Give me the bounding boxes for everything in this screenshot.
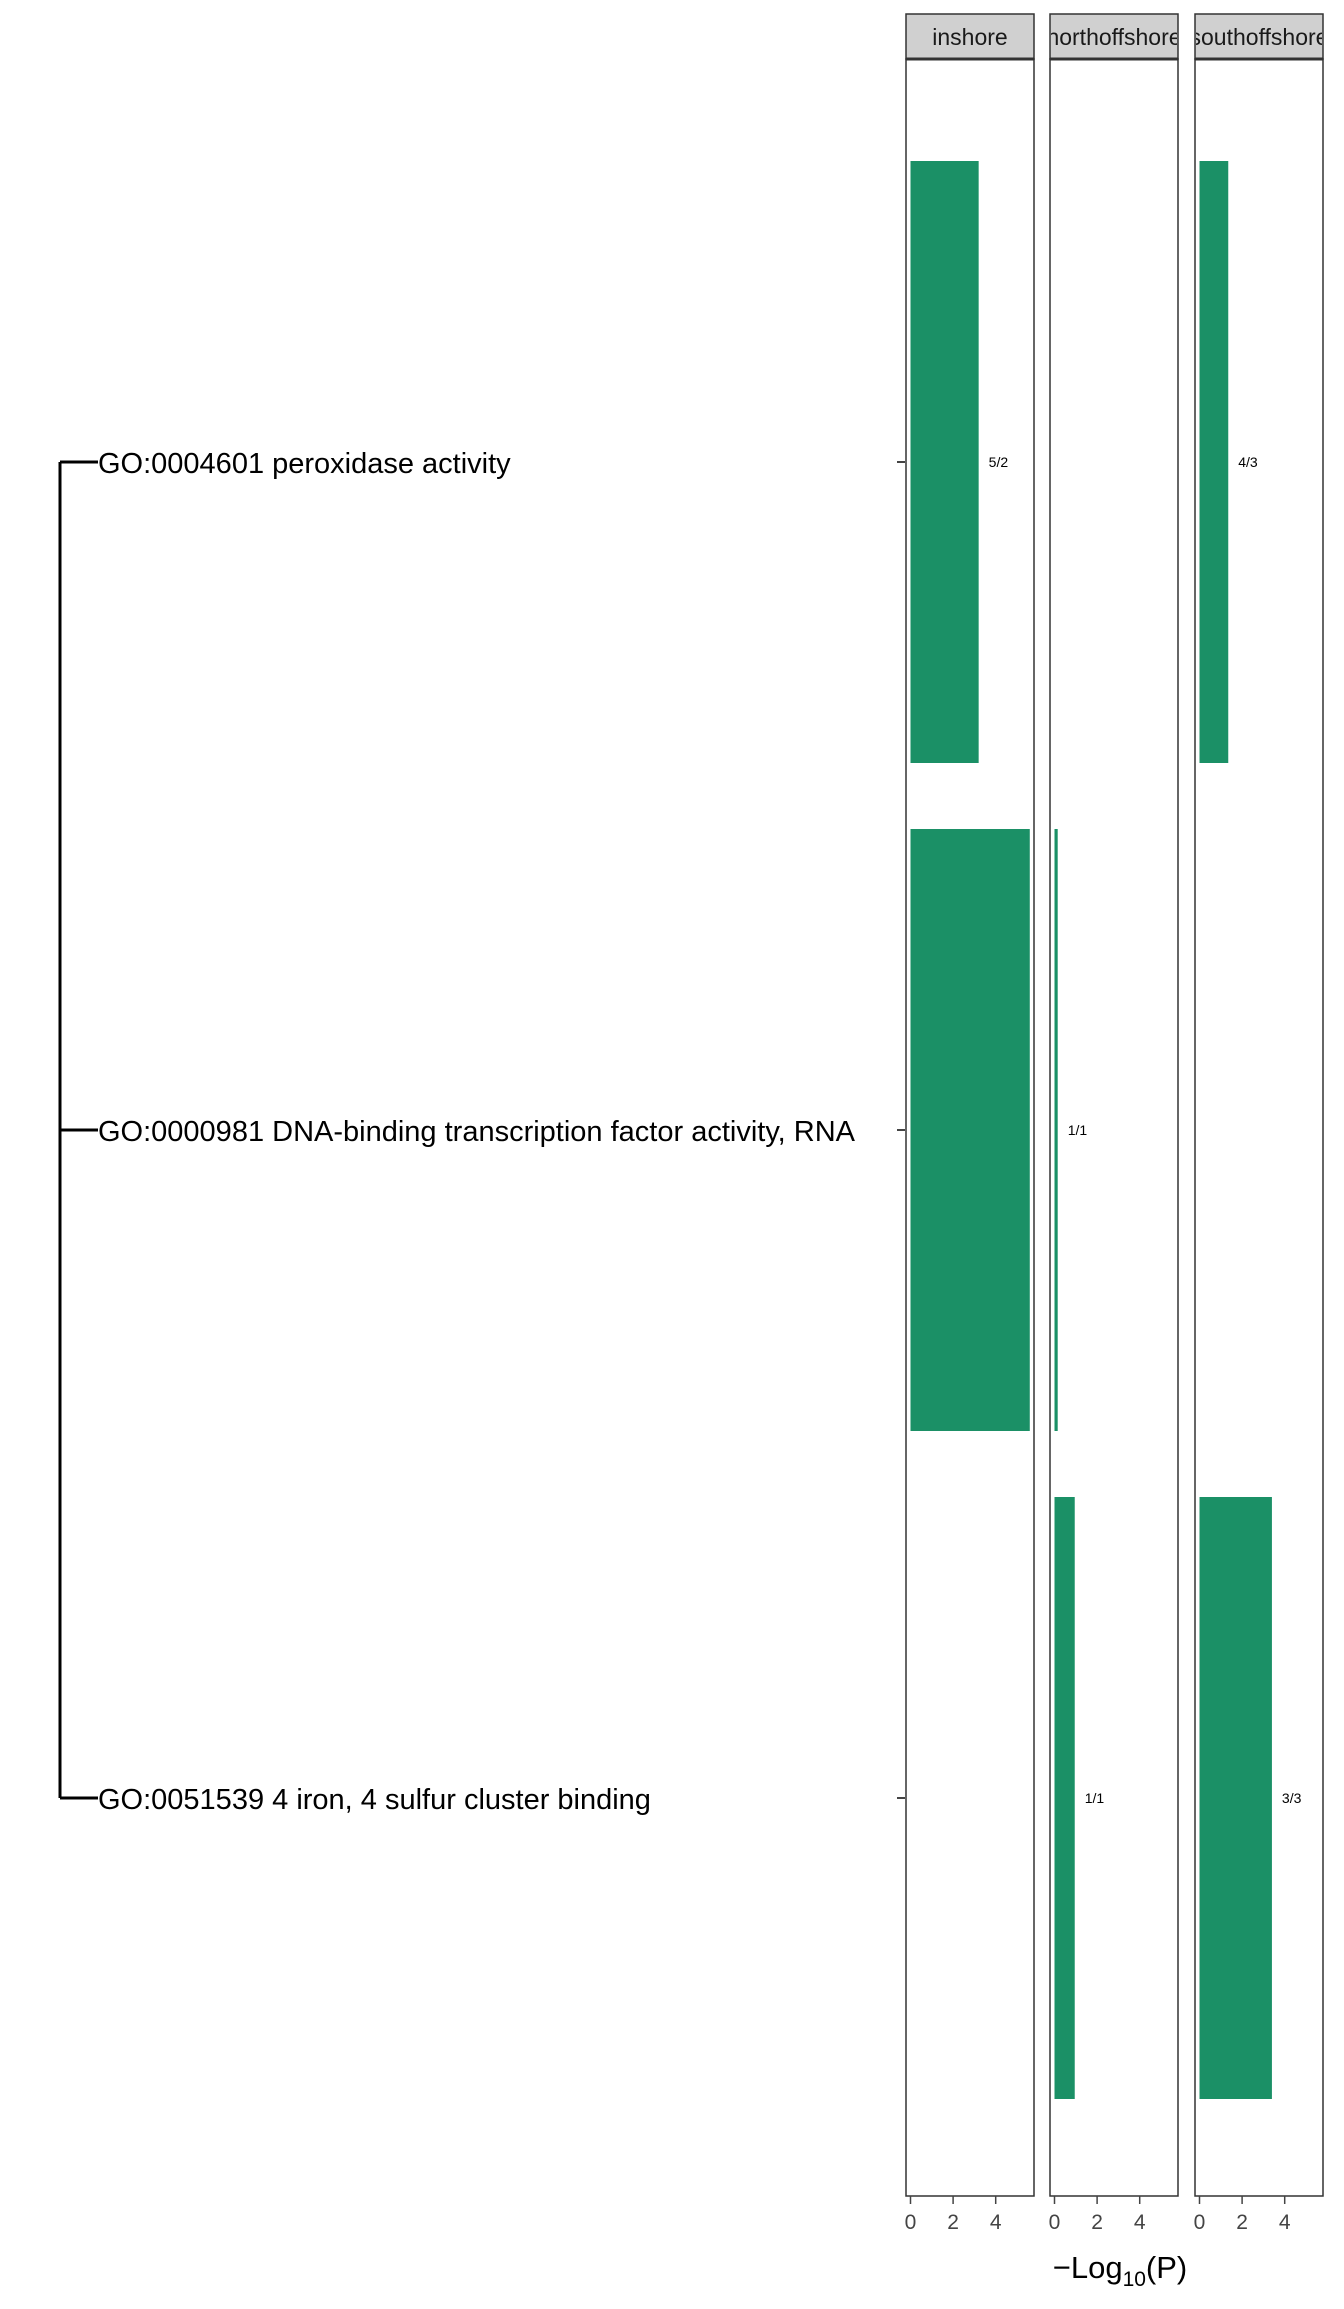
bar [1199, 161, 1229, 763]
category-label: GO:0000981 DNA-binding transcription fac… [98, 1116, 856, 1148]
x-tick-label: 2 [947, 2211, 959, 2234]
x-axis-label-subscript: 10 [1123, 2268, 1146, 2291]
x-axis-label-prefix: −Log [1053, 2250, 1123, 2285]
x-tick-label: 0 [1049, 2211, 1061, 2234]
x-tick-label: 0 [1194, 2211, 1206, 2234]
facet-strip [1049, 13, 1179, 60]
category-labels: GO:0004601 peroxidase activity GO:0000981… [98, 448, 905, 1816]
bar-label: 1/1 [1068, 1122, 1088, 1138]
facet-strip-label: southoffshore [1190, 24, 1329, 50]
x-tick-label: 2 [1236, 2211, 1248, 2234]
x-axis-label: −Log10(P) [1053, 2250, 1188, 2291]
x-tick-label: 4 [990, 2211, 1002, 2234]
category-label: GO:0051539 4 iron, 4 sulfur cluster bind… [98, 1784, 651, 1816]
facet-panel-northoffshore: northoffshore 1/1 1/1 0 2 4 [1046, 13, 1181, 2234]
bar [910, 161, 979, 763]
facet-panel-inshore: inshore 5/2 0 2 4 [905, 13, 1035, 2234]
bar-label: 4/3 [1238, 454, 1258, 470]
facet-strip-label: inshore [932, 24, 1007, 50]
x-tick-label: 4 [1134, 2211, 1146, 2234]
bar-label: 1/1 [1085, 1790, 1105, 1806]
bar [1199, 1497, 1272, 2099]
x-tick-label: 0 [905, 2211, 917, 2234]
bar [910, 829, 1030, 1431]
x-tick-label: 4 [1279, 2211, 1291, 2234]
category-label: GO:0004601 peroxidase activity [98, 448, 511, 480]
x-axis-label-suffix: (P) [1146, 2250, 1187, 2285]
bar-label: 3/3 [1282, 1790, 1302, 1806]
bar-label: 5/2 [989, 454, 1009, 470]
x-tick-label: 2 [1091, 2211, 1103, 2234]
facet-strip-label: northoffshore [1046, 24, 1181, 50]
facet-panel-southoffshore: southoffshore 4/3 3/3 0 2 4 [1190, 13, 1329, 2234]
dendrogram [58, 460, 98, 1800]
bar [1054, 1497, 1075, 2099]
bar [1054, 829, 1058, 1431]
label-clip [864, 1100, 896, 1150]
